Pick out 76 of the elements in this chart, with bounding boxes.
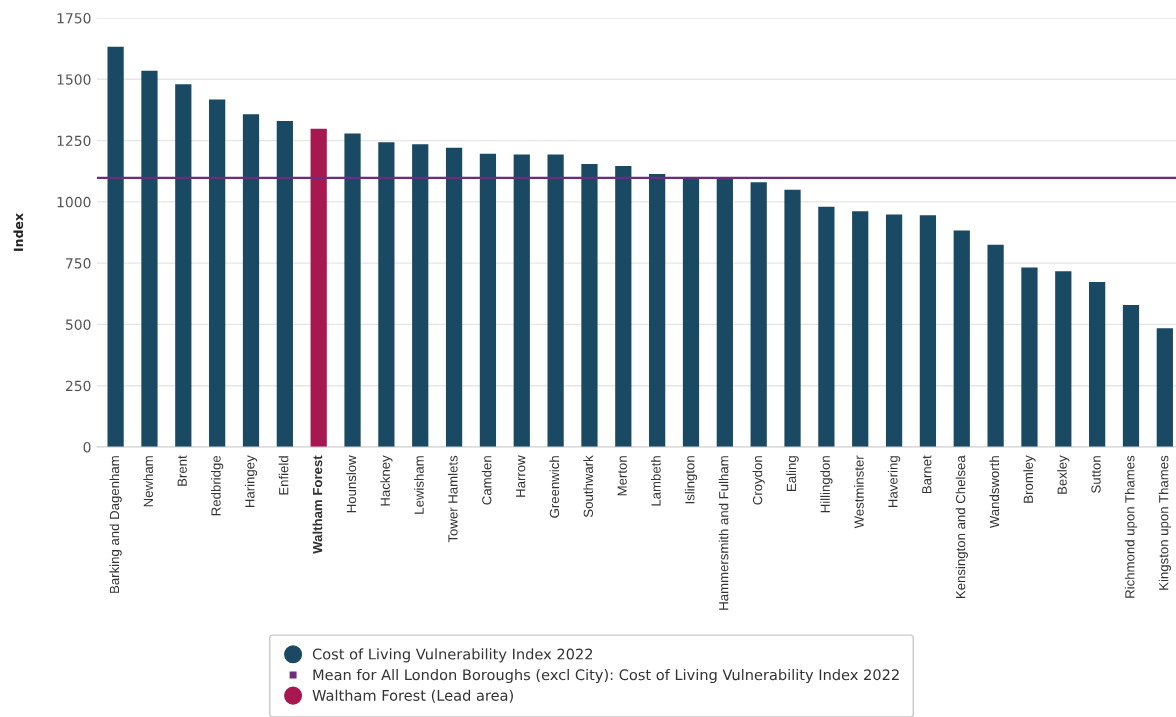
bar — [344, 133, 361, 447]
x-tick-label: Greenwich — [549, 456, 560, 518]
x-tick-label: Bromley — [1023, 455, 1036, 503]
legend-label: Cost of Living Vulnerability Index 2022 — [312, 648, 593, 663]
bar — [276, 120, 293, 447]
bar — [885, 214, 903, 447]
x-tick-label: Kingston upon Thames — [1158, 455, 1171, 590]
legend-label: Waltham Forest (Lead area) — [312, 689, 513, 703]
y-axis-title: Index — [13, 213, 24, 251]
bar — [682, 177, 700, 447]
x-tick-label: Islington — [684, 456, 698, 504]
y-tick-label: 0 — [83, 441, 91, 453]
legend-label: Mean for All London Boroughs (excl City): Cost of Living Vulnerability Index 2022 — [313, 668, 899, 684]
x-tick-label: Croydon — [752, 456, 765, 505]
bar — [1122, 305, 1140, 447]
x-tick-label: Wandsworth — [989, 456, 1000, 529]
x-tick-label: Barnet — [922, 455, 932, 494]
x-tick-label: Waltham Forest — [312, 455, 323, 554]
x-tick-label: Havering — [887, 456, 901, 508]
x-tick-label: Newham — [143, 456, 153, 507]
x-tick-label: Harrow — [516, 455, 526, 497]
x-tick-label: Ealing — [786, 456, 799, 491]
bar — [784, 189, 801, 447]
x-tick-label: Hounslow — [346, 455, 357, 513]
bar — [1156, 328, 1173, 447]
bar — [378, 142, 395, 447]
bar — [1021, 267, 1038, 447]
bar — [750, 182, 767, 447]
bar — [479, 153, 497, 447]
bar — [513, 154, 530, 447]
bar — [175, 84, 192, 447]
bar — [953, 230, 970, 447]
x-tick-label: Haringey — [244, 455, 258, 508]
bar — [107, 46, 124, 447]
x-tick-label: Lewisham — [414, 456, 424, 514]
bar — [1089, 282, 1106, 447]
bar — [1055, 271, 1072, 447]
x-tick-label: Bexley — [1057, 455, 1070, 494]
bar — [615, 166, 632, 447]
x-tick-label: Southwark — [583, 455, 593, 518]
bar — [547, 154, 564, 447]
y-tick-label: 750 — [66, 258, 91, 269]
x-tick-label: Redbridge — [211, 455, 224, 516]
y-tick-label: 1000 — [57, 196, 91, 208]
bar — [919, 215, 937, 447]
bar — [445, 147, 463, 447]
y-tick-label: 250 — [65, 380, 91, 392]
bar — [818, 206, 835, 447]
x-tick-label: Hammersmith and Fulham — [718, 456, 729, 610]
bar — [987, 244, 1004, 447]
bar — [310, 128, 327, 447]
x-tick-label: Camden — [481, 456, 492, 505]
y-tick-label: 1250 — [57, 135, 91, 147]
y-tick-label: 500 — [66, 319, 91, 330]
x-tick-label: Hillingdon — [820, 456, 833, 513]
x-tick-label: Sutton — [1091, 456, 1101, 493]
x-tick-label: Westminster — [854, 455, 864, 529]
bar — [242, 114, 260, 447]
x-tick-label: Brent — [177, 455, 187, 486]
x-tick-label: Tower Hamlets — [447, 455, 458, 543]
x-tick-label: Richmond upon Thames — [1124, 455, 1138, 598]
x-tick-label: Kensington and Chelsea — [955, 455, 968, 599]
bar — [852, 211, 869, 447]
x-tick-label: Enfield — [278, 456, 289, 495]
bar — [649, 173, 666, 447]
bar — [716, 177, 733, 447]
y-tick-label: 1750 — [57, 12, 91, 24]
bar — [581, 164, 598, 447]
x-tick-label: Barking and Dagenham — [109, 456, 122, 593]
x-tick-label: Lambeth — [651, 456, 661, 506]
x-tick-label: Hackney — [380, 455, 393, 506]
bar — [141, 70, 158, 447]
y-tick-label: 1500 — [57, 74, 91, 85]
bar — [412, 144, 429, 447]
x-tick-label: Merton — [617, 456, 627, 496]
bar — [209, 99, 226, 447]
